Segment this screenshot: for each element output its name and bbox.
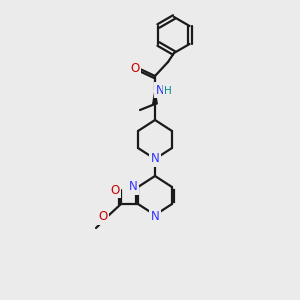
Text: N: N [156,83,164,97]
Text: O: O [130,61,140,74]
Text: H: H [164,86,172,96]
Text: N: N [151,152,159,166]
Text: O: O [98,211,108,224]
Text: N: N [151,209,159,223]
Text: N: N [129,181,137,194]
Text: O: O [110,184,120,196]
Polygon shape [153,90,157,104]
